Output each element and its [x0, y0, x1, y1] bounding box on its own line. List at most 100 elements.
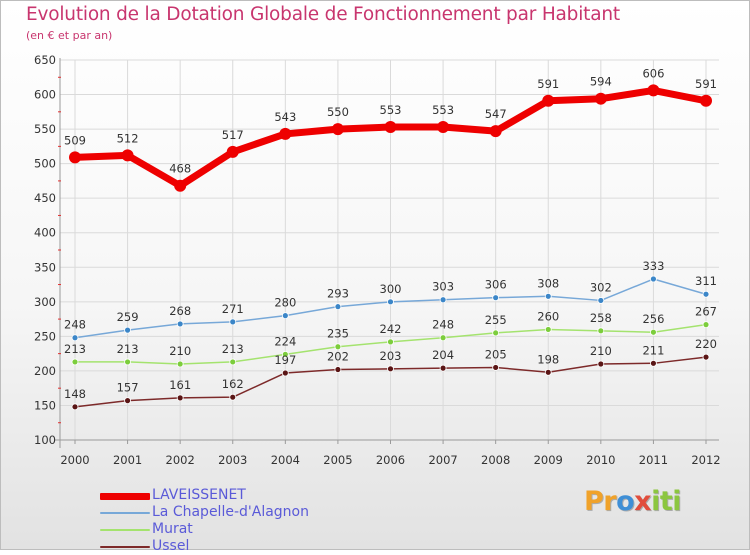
data-point — [124, 397, 131, 405]
data-point — [334, 366, 342, 373]
data-point — [700, 94, 712, 107]
data-point — [597, 297, 605, 304]
data-point — [281, 312, 289, 320]
y-tick-label: 400 — [34, 226, 56, 240]
data-label: 202 — [327, 350, 349, 364]
data-point — [71, 334, 79, 342]
data-label: 211 — [642, 343, 664, 357]
data-label: 303 — [432, 280, 454, 294]
data-label: 333 — [642, 259, 664, 273]
data-label: 256 — [642, 312, 664, 326]
x-tick-label: 2006 — [376, 453, 405, 467]
data-point — [384, 121, 397, 134]
legend-swatch — [100, 512, 150, 514]
data-point — [176, 394, 184, 402]
data-point — [597, 327, 605, 335]
data-label: 509 — [64, 133, 86, 147]
data-point — [334, 303, 342, 311]
data-label: 205 — [485, 347, 507, 361]
logo-part: x — [634, 486, 652, 517]
data-point — [281, 350, 289, 358]
data-label: 255 — [485, 313, 507, 327]
legend-swatch — [100, 529, 150, 531]
data-point — [279, 127, 292, 140]
data-point — [69, 151, 81, 164]
data-point — [492, 294, 500, 302]
y-tick-label: 500 — [34, 157, 56, 171]
data-label: 306 — [485, 278, 507, 292]
data-label: 606 — [642, 66, 664, 80]
data-point — [702, 353, 710, 361]
data-label: 210 — [169, 344, 191, 358]
x-tick-label: 2000 — [60, 453, 89, 467]
data-point — [176, 320, 184, 328]
data-label: 235 — [327, 327, 349, 341]
data-label: 308 — [537, 276, 559, 290]
legend-label: Murat — [152, 521, 193, 537]
data-point — [544, 292, 552, 300]
legend-swatch — [100, 546, 150, 548]
x-tick-label: 2007 — [428, 453, 457, 467]
data-point — [124, 326, 131, 334]
x-tick-label: 2002 — [166, 453, 195, 467]
data-label: 543 — [274, 110, 296, 124]
data-label: 591 — [695, 77, 717, 91]
data-point — [439, 364, 447, 372]
data-label: 161 — [169, 378, 191, 392]
data-point — [489, 125, 502, 138]
data-label: 242 — [380, 322, 402, 336]
data-label: 203 — [380, 349, 402, 363]
data-point — [702, 321, 710, 329]
data-label: 148 — [64, 387, 86, 401]
data-label: 468 — [169, 162, 191, 176]
x-tick-label: 2004 — [271, 453, 300, 467]
x-tick-label: 2012 — [691, 453, 720, 467]
x-tick-label: 2008 — [481, 453, 510, 467]
data-point — [176, 360, 184, 368]
y-tick-label: 300 — [34, 295, 56, 309]
data-label: 550 — [327, 105, 349, 119]
data-point — [439, 296, 447, 304]
x-tick-label: 2005 — [323, 453, 352, 467]
legend-label: LAVEISSENET — [152, 487, 246, 503]
data-point — [437, 121, 450, 134]
data-label: 157 — [117, 381, 139, 395]
y-tick-label: 650 — [34, 53, 56, 67]
data-label: 280 — [274, 296, 296, 310]
data-point — [281, 369, 289, 377]
data-label: 248 — [64, 318, 86, 332]
data-label: 213 — [64, 342, 86, 356]
data-label: 268 — [169, 304, 191, 318]
data-label: 517 — [222, 128, 244, 142]
x-tick-label: 2010 — [586, 453, 615, 467]
data-label: 591 — [537, 77, 559, 91]
chart-title: Evolution de la Dotation Globale de Fonc… — [26, 4, 620, 25]
chart-subtitle: (en € et par an) — [26, 29, 113, 42]
data-point — [439, 334, 447, 342]
data-label: 213 — [222, 342, 244, 356]
y-tick-label: 200 — [34, 364, 56, 378]
data-label: 220 — [695, 337, 717, 351]
data-label: 260 — [537, 309, 559, 323]
data-label: 259 — [117, 310, 139, 324]
data-label: 197 — [274, 353, 296, 367]
data-point — [387, 298, 394, 306]
data-point — [650, 359, 657, 367]
data-point — [544, 326, 552, 333]
data-point — [226, 145, 239, 158]
data-point — [650, 328, 657, 336]
data-point — [542, 94, 555, 107]
data-point — [492, 329, 500, 337]
data-point — [71, 403, 79, 411]
data-label: 198 — [537, 352, 559, 366]
x-tick-label: 2003 — [218, 453, 247, 467]
data-label: 162 — [222, 377, 244, 391]
data-point — [124, 358, 131, 366]
y-tick-label: 250 — [34, 329, 56, 343]
x-tick-label: 2009 — [534, 453, 563, 467]
data-label: 547 — [485, 107, 507, 121]
data-point — [387, 338, 394, 346]
data-label: 210 — [590, 344, 612, 358]
x-tick-label: 2001 — [113, 453, 142, 467]
